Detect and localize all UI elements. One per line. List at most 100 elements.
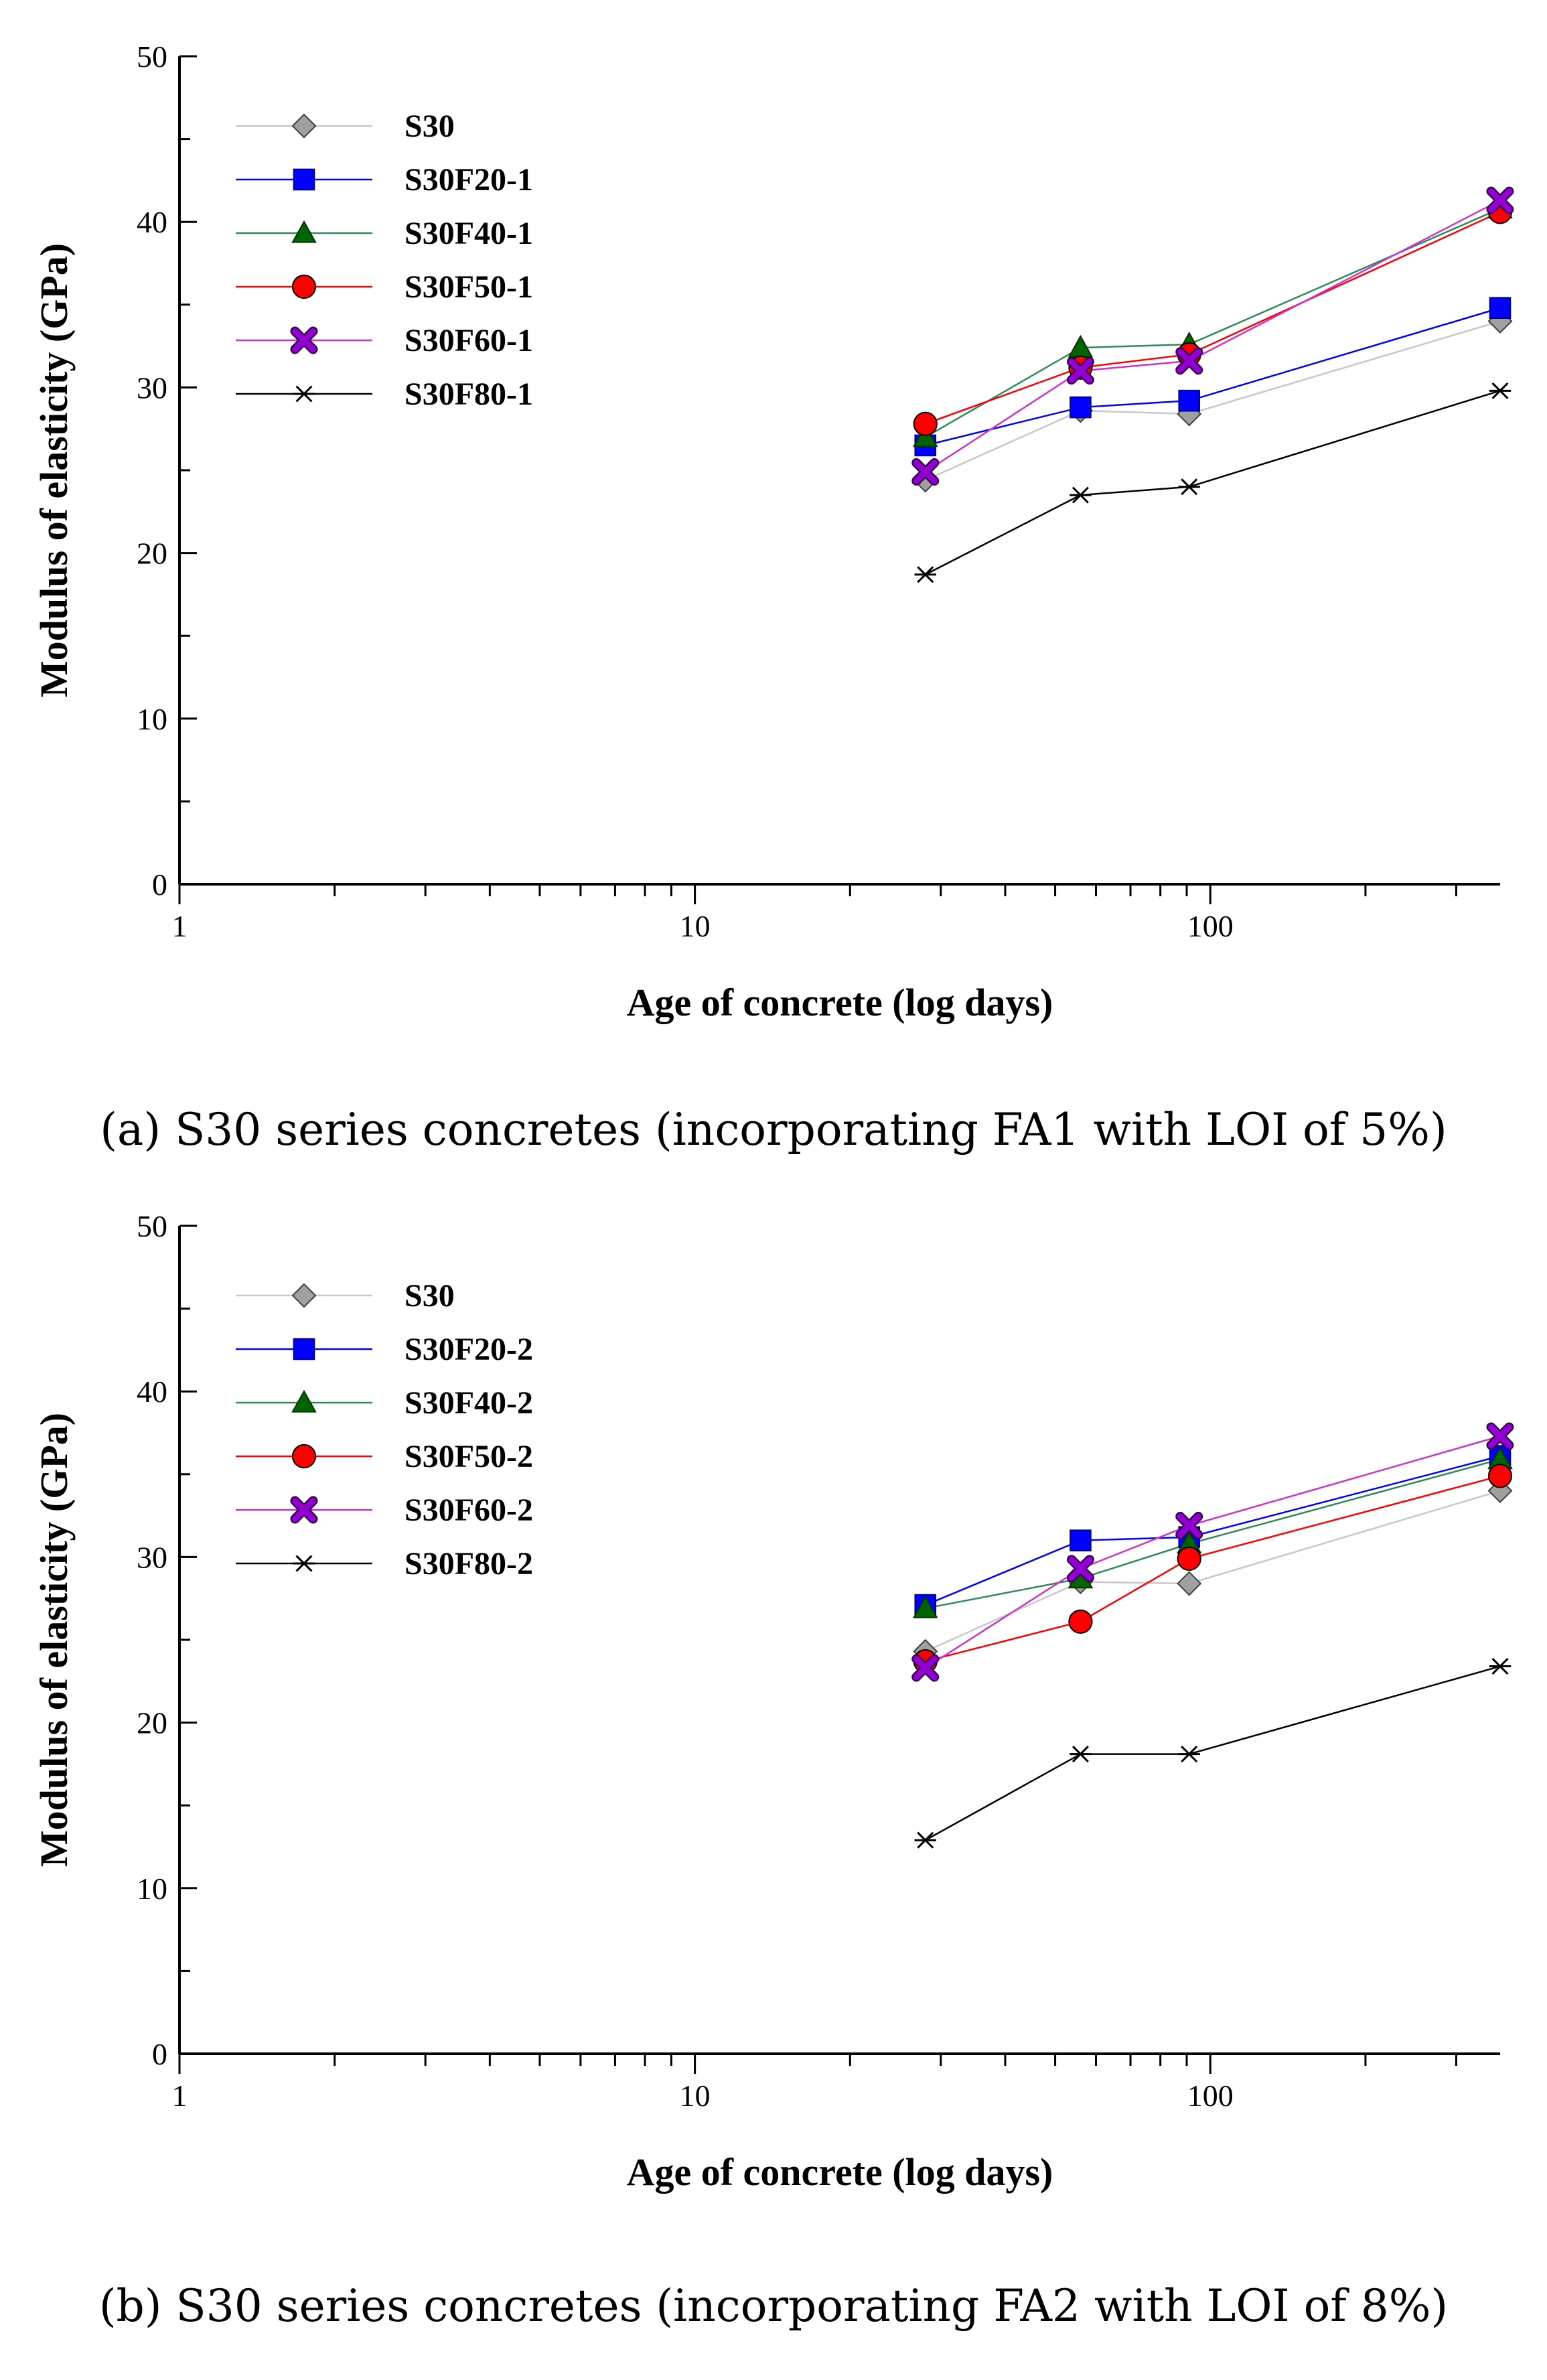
- x-tick-label: 10: [680, 2079, 711, 2113]
- y-tick-label: 10: [137, 702, 167, 736]
- data-point-S30F20-1-56: [1070, 396, 1092, 419]
- series-line-S30F40-1: [925, 208, 1501, 438]
- y-tick-label: 20: [137, 1706, 167, 1740]
- legend-marker-S30F60-2: [292, 1498, 316, 1522]
- legend-label-S30F60-1: S30F60-1: [404, 323, 533, 358]
- series-markers-S30F80-2: [914, 1658, 1512, 1849]
- series-line-S30: [925, 320, 1501, 481]
- data-point-S30F80-1-91: [1178, 478, 1200, 496]
- legend-label-S30F80-2: S30F80-2: [404, 1546, 533, 1582]
- data-point-S30F40-2-28: [912, 1595, 938, 1618]
- x-tick-label: 100: [1187, 2079, 1234, 2113]
- data-point-S30-91: [1177, 1571, 1202, 1596]
- legend-marker-S30F40-1: [291, 220, 317, 243]
- series-markers-S30: [913, 1478, 1513, 1664]
- data-point-S30F20-1-91: [1178, 389, 1201, 412]
- legend-marker-S30F20-2: [293, 1338, 315, 1360]
- series-line-S30F20-1: [925, 307, 1501, 447]
- series-group-b: [911, 1422, 1514, 1849]
- x-tick-label: 10: [680, 909, 711, 943]
- caption-panel-b: (b) S30 series concretes (incorporating …: [98, 2280, 1449, 2332]
- series-markers-S30F50-1: [913, 200, 1513, 436]
- legend-marker-S30: [291, 113, 317, 139]
- y-tick-label: 50: [137, 1209, 167, 1243]
- y-tick-label: 50: [137, 40, 167, 74]
- legend-label-S30F20-2: S30F20-2: [404, 1332, 533, 1367]
- legend-marker-S30F50-1: [291, 274, 317, 299]
- axes-a: 0 10 20 30 40 50 1 10 100: [137, 40, 1500, 943]
- x-axis-title: Age of concrete (log days): [627, 2150, 1053, 2194]
- legend-b: S30 S30F20-2 S30F40-2 S30F50-2 S30F60-2 S30F8…: [236, 1278, 533, 1582]
- data-point-S30F80-2-365: [1489, 1658, 1512, 1675]
- data-point-S30F60-2-56: [1068, 1556, 1093, 1581]
- series-markers-S30F60-2: [911, 1422, 1514, 1682]
- data-point-S30F80-1-365: [1489, 382, 1512, 399]
- series-markers-S30F40-2: [912, 1446, 1513, 1618]
- series-line-S30F60-1: [925, 199, 1501, 473]
- legend-marker-S30F60-1: [292, 328, 316, 352]
- legend-marker-S30F20-1: [293, 168, 315, 191]
- y-tick-label: 30: [137, 370, 167, 405]
- data-point-S30F20-2-56: [1070, 1529, 1092, 1551]
- x-tick-label: 1: [172, 909, 188, 943]
- series-line-S30F80-1: [925, 390, 1501, 575]
- y-tick-label: 40: [137, 205, 167, 239]
- legend-marker-S30: [291, 1283, 317, 1308]
- data-point-S30F50-2-56: [1068, 1609, 1093, 1634]
- y-axis-title: Modulus of elasticity (GPa): [32, 1413, 76, 1867]
- data-point-S30F60-1-365: [1488, 188, 1512, 213]
- series-markers-S30F60-1: [911, 186, 1514, 486]
- y-tick-label: 0: [152, 867, 167, 902]
- x-axis-title: Age of concrete (log days): [627, 981, 1053, 1024]
- series-line-S30F50-1: [925, 211, 1501, 425]
- series-line-S30F20-2: [925, 1455, 1501, 1606]
- chart-panel-a: 0 10 20 30 40 50 1 10 100 Age of concrete (log da…: [32, 40, 1514, 1024]
- legend-label-S30: S30: [404, 109, 455, 144]
- data-point-S30F50-1-28: [913, 411, 938, 436]
- data-point-S30F50-2-365: [1487, 1464, 1513, 1488]
- series-line-S30F50-2: [925, 1475, 1501, 1663]
- series-line-S30: [925, 1490, 1501, 1653]
- data-point-S30F60-1-56: [1068, 358, 1093, 383]
- data-point-S30F50-2-91: [1177, 1546, 1201, 1571]
- y-tick-label: 40: [137, 1375, 167, 1409]
- legend-a: S30 S30F20-1 S30F40-1 S30F50-1 S30F60-1 S30F8…: [236, 109, 533, 412]
- data-point-S30F40-1-56: [1067, 334, 1094, 358]
- y-tick-label: 20: [137, 537, 167, 571]
- data-point-S30F60-1-91: [1177, 348, 1201, 373]
- caption-panel-a: (a) S30 series concretes (incorporating …: [100, 1104, 1447, 1156]
- series-markers-S30F20-1: [914, 297, 1512, 457]
- data-point-S30F20-1-365: [1489, 297, 1512, 320]
- data-point-S30F60-1-28: [913, 460, 938, 484]
- y-tick-label: 10: [137, 1872, 167, 1906]
- y-tick-label: 0: [152, 2037, 167, 2071]
- data-point-S30F60-2-28: [913, 1656, 938, 1681]
- data-point-S30F60-2-365: [1488, 1423, 1512, 1448]
- series-markers-S30F40-1: [912, 196, 1513, 447]
- legend-marker-S30F40-2: [291, 1389, 317, 1413]
- legend-label-S30F20-1: S30F20-1: [404, 162, 533, 198]
- legend-marker-S30F80-1: [293, 385, 315, 403]
- legend-label-S30F40-2: S30F40-2: [404, 1385, 533, 1421]
- series-group-a: [911, 186, 1514, 583]
- legend-label-S30F50-2: S30F50-2: [404, 1439, 533, 1474]
- data-point-S30F60-2-91: [1177, 1513, 1201, 1538]
- data-point-S30F80-2-28: [914, 1831, 936, 1849]
- legend-label-S30F60-2: S30F60-2: [404, 1492, 533, 1528]
- legend-label-S30F80-1: S30F80-1: [404, 376, 533, 412]
- data-point-S30F80-1-28: [914, 566, 936, 583]
- legend-label-S30F50-1: S30F50-1: [404, 269, 533, 305]
- legend-marker-S30F50-2: [291, 1444, 317, 1469]
- y-axis-title: Modulus of elasticity (GPa): [32, 243, 76, 697]
- series-line-S30F40-2: [925, 1458, 1501, 1610]
- legend-label-S30F40-1: S30F40-1: [404, 216, 533, 251]
- legend-label-S30: S30: [404, 1278, 455, 1314]
- data-point-S30F80-2-91: [1178, 1746, 1200, 1763]
- series-markers-S30: [913, 309, 1513, 493]
- x-tick-label: 100: [1187, 909, 1234, 943]
- series-line-S30F60-2: [925, 1435, 1501, 1669]
- data-point-S30F80-2-56: [1070, 1746, 1092, 1763]
- chart-panel-b: 0 10 20 30 40 50 1 10 100 Age of concrete (log da…: [32, 1209, 1514, 2194]
- y-tick-label: 30: [137, 1540, 167, 1574]
